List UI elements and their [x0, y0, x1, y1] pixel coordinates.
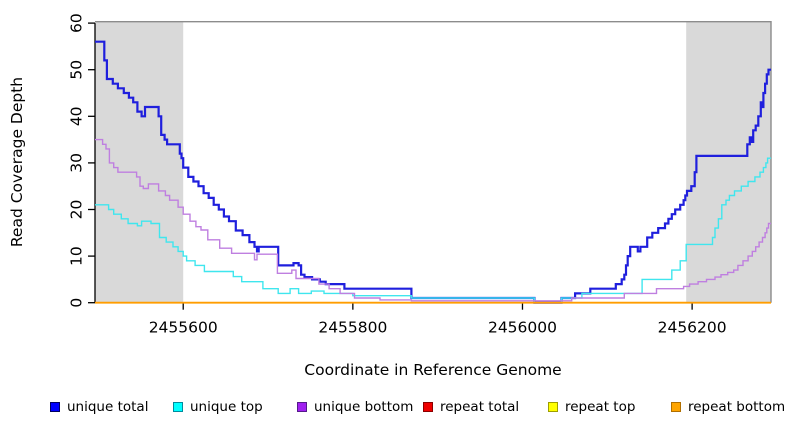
y-tick-label: 40 — [67, 106, 85, 126]
legend-swatch-unique-top-icon — [173, 402, 183, 412]
legend-swatch-repeat-bottom-icon — [671, 402, 681, 412]
x-tick-label: 2455800 — [318, 319, 387, 337]
y-tick-label: 20 — [67, 200, 85, 220]
y-tick-label: 60 — [67, 13, 85, 33]
shaded-repeat-region-left — [95, 21, 184, 303]
plot-box-border — [95, 21, 772, 303]
legend-swatch-unique-bottom-icon — [297, 402, 307, 412]
legend-label: unique top — [190, 399, 263, 415]
y-tick-label: 10 — [67, 246, 85, 266]
legend-item-unique-top: unique top — [173, 396, 263, 418]
shaded-repeat-region-right — [686, 21, 771, 303]
series-line-unique-top — [95, 157, 771, 304]
legend-label: repeat total — [440, 399, 520, 415]
y-tick-label: 0 — [67, 298, 85, 308]
legend-label: unique bottom — [314, 399, 414, 415]
x-tick-label: 2456000 — [488, 319, 557, 337]
legend-item-repeat-top: repeat top — [548, 396, 635, 418]
legend-label: repeat top — [565, 399, 636, 415]
x-tick-label: 2455600 — [149, 319, 218, 337]
coverage-plot-canvas: 0 10 20 30 40 50 60 2455600 2455800 2456000 245620… — [8, 13, 772, 379]
y-tick-label: 30 — [67, 153, 85, 173]
legend-swatch-repeat-top-icon — [548, 402, 558, 412]
legend-item-unique-total: unique total — [50, 396, 148, 418]
series-line-unique-bottom — [95, 138, 771, 302]
legend-item-unique-bottom: unique bottom — [297, 396, 413, 418]
series-line-unique-total — [95, 40, 771, 304]
legend-swatch-repeat-total-icon — [423, 402, 433, 412]
legend-swatch-unique-total-icon — [50, 402, 60, 412]
y-axis-title: Read Coverage Depth — [8, 77, 26, 247]
x-tick-label: 2456200 — [658, 319, 727, 337]
legend-item-repeat-total: repeat total — [423, 396, 519, 418]
y-tick-label: 50 — [67, 60, 85, 80]
x-axis-title: Coordinate in Reference Genome — [304, 361, 561, 379]
legend-label: repeat bottom — [688, 399, 786, 415]
legend-item-repeat-bottom: repeat bottom — [671, 396, 785, 418]
legend-label: unique total — [67, 399, 149, 415]
legend: unique total unique top unique bottom repea… — [0, 396, 792, 422]
